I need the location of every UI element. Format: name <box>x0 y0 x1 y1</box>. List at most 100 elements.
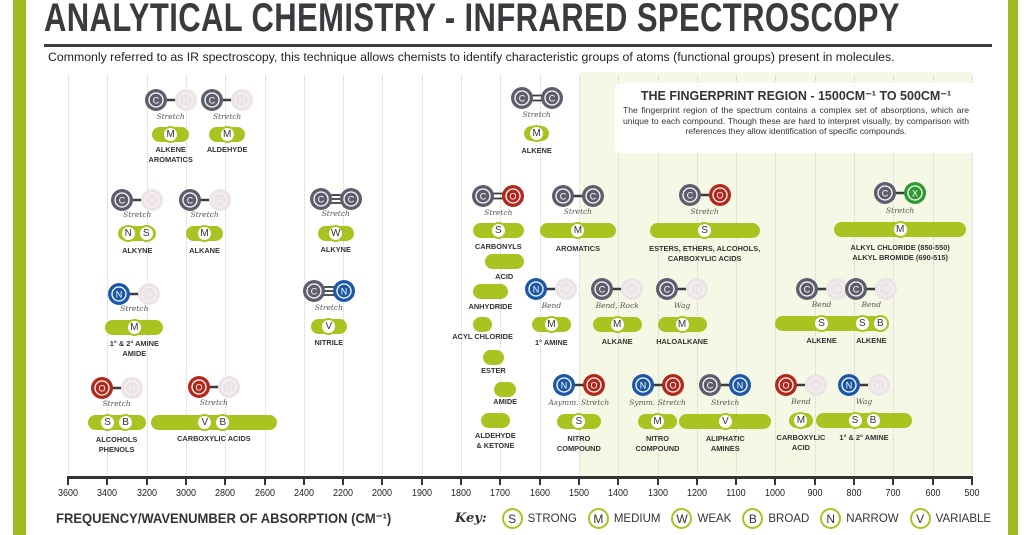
motion-label: Stretch <box>711 398 740 407</box>
atom-n <box>525 278 548 300</box>
atom-c <box>678 184 701 206</box>
atom-symbol: C <box>480 192 487 202</box>
gridline <box>814 76 816 474</box>
atom-ring <box>594 281 610 297</box>
intensity-badge: S <box>137 224 155 242</box>
intensity-badge: S <box>99 413 117 431</box>
atom-symbol: N <box>639 381 646 391</box>
gridline <box>225 76 227 474</box>
gridline <box>736 76 738 474</box>
axis-tick <box>460 476 462 485</box>
absorption-bar: M <box>592 315 642 333</box>
atom-c <box>144 89 167 111</box>
atom-symbol: C <box>686 191 693 201</box>
atom-h <box>875 278 898 300</box>
atom-ring <box>313 191 329 207</box>
atom-c <box>302 280 325 302</box>
atom-ring <box>841 377 857 393</box>
axis-tick <box>145 476 148 485</box>
axis-tick-label: 3600 <box>57 488 79 499</box>
atom-symbol: O <box>195 383 202 393</box>
atom-c <box>540 87 563 109</box>
intensity-badge: M <box>792 411 810 429</box>
atom-symbol: C <box>518 94 525 104</box>
right-border <box>1008 0 1018 535</box>
atom-symbol: H <box>883 285 890 295</box>
atom-ring <box>543 90 560 106</box>
atom-h <box>141 189 164 211</box>
atom-symbol: H <box>876 381 883 391</box>
atom-o <box>90 377 113 399</box>
gridline <box>185 76 187 474</box>
key-badge-narrow: N <box>820 508 842 529</box>
axis-tick-label: 1400 <box>608 488 629 499</box>
group-label: NITRO COMPOUND <box>588 434 728 453</box>
intensity-badge: W <box>327 224 345 242</box>
atom-ring <box>513 90 530 106</box>
atom-symbol: H <box>833 285 840 295</box>
atom-ring <box>585 188 601 204</box>
group-label-line: COMPOUND <box>635 443 680 453</box>
group-label-line: CARBOXYLIC ACIDS <box>667 253 742 263</box>
intensity-badge: M <box>648 412 666 430</box>
atom-symbol: O <box>98 384 105 394</box>
atom-symbol: C <box>590 192 597 202</box>
motion-label: Stretch <box>484 208 513 217</box>
group-label-line: ESTERS, ETHERS, ALCOHOLS, <box>649 244 761 253</box>
group-label: 1° AMINE <box>481 338 621 348</box>
atom-h <box>555 278 578 300</box>
atom-symbol: C <box>209 96 216 106</box>
intensity-badge: V <box>716 412 734 430</box>
atom-ring <box>114 192 130 208</box>
key-text-broad: BROAD <box>768 512 810 525</box>
intensity-badge: S <box>696 221 714 239</box>
motion-label: Asymm. Stretch <box>548 398 610 407</box>
atom-h <box>804 374 827 396</box>
group-label: ALKENE AROMATICS <box>101 145 241 164</box>
atom-ring <box>877 185 893 201</box>
intensity-badge: B <box>214 413 232 431</box>
absorption-bar <box>472 283 509 299</box>
gridline <box>107 76 109 474</box>
axis-tick <box>263 476 266 485</box>
atom-n <box>729 374 752 396</box>
group-label: ALKANE <box>135 246 275 256</box>
group-label: ALKYNE <box>266 245 406 255</box>
group-label-line: CARBONYLS <box>474 242 522 251</box>
axis-tick <box>617 476 620 485</box>
gridline <box>696 76 698 474</box>
key-badge-variable: V <box>909 508 931 529</box>
left-border <box>13 0 26 535</box>
motion-label: Stretch <box>123 210 152 219</box>
atom-h <box>174 89 197 111</box>
gridline <box>461 76 462 474</box>
gridline <box>68 76 69 474</box>
intensity-badge: M <box>162 125 180 143</box>
atom-h <box>868 374 891 396</box>
atom-ring <box>624 281 640 297</box>
atom-symbol: C <box>311 287 318 297</box>
atom-symbol: C <box>152 96 159 106</box>
gridline <box>343 76 345 474</box>
absorption-bar: M <box>531 315 572 333</box>
axis-tick-label: 3400 <box>97 488 118 499</box>
intensity-badge: N <box>119 224 137 242</box>
axis-tick-label: 600 <box>925 488 941 499</box>
group-label: NITRO COMPOUND <box>509 434 649 453</box>
atom-symbol: C <box>803 285 810 295</box>
atom-symbol: O <box>510 192 517 202</box>
atom-symbol: C <box>347 195 354 205</box>
group-label-line: AROMATICS <box>148 154 193 164</box>
intensity-badge: S <box>489 221 507 239</box>
absorption-bar: V <box>310 317 348 335</box>
absorption-bar: M <box>523 124 550 142</box>
absorption-bar: S <box>649 221 760 239</box>
motion-label: Wag <box>855 397 873 406</box>
